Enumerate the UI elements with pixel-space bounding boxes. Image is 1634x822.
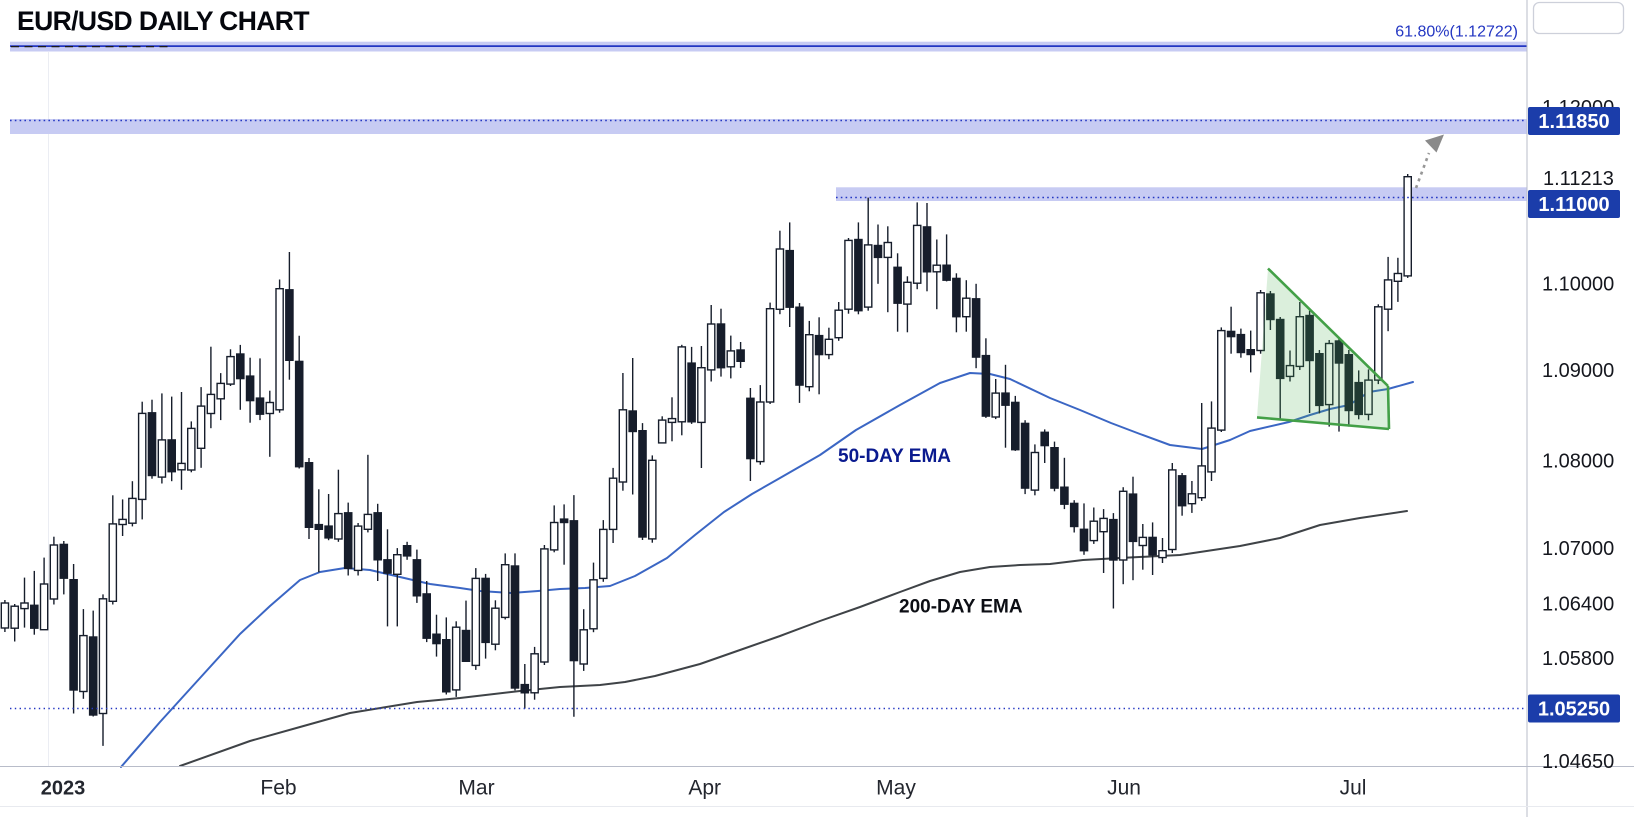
svg-text:Apr: Apr bbox=[688, 777, 721, 800]
svg-text:1.05800: 1.05800 bbox=[1542, 648, 1614, 670]
svg-text:May: May bbox=[876, 777, 916, 800]
svg-text:2023: 2023 bbox=[41, 778, 86, 800]
svg-text:61.80%(1.12722): 61.80%(1.12722) bbox=[1395, 24, 1518, 41]
svg-text:1.10000: 1.10000 bbox=[1542, 274, 1614, 296]
svg-text:1.11000: 1.11000 bbox=[1538, 194, 1609, 216]
svg-text:1.07000: 1.07000 bbox=[1542, 538, 1614, 560]
svg-text:Jun: Jun bbox=[1107, 777, 1141, 800]
svg-text:1.06400: 1.06400 bbox=[1542, 594, 1614, 616]
svg-text:Feb: Feb bbox=[260, 777, 296, 800]
svg-text:1.05250: 1.05250 bbox=[1538, 699, 1610, 721]
svg-text:1.04650: 1.04650 bbox=[1542, 751, 1614, 773]
svg-text:200-DAY EMA: 200-DAY EMA bbox=[899, 597, 1023, 618]
svg-text:Jul: Jul bbox=[1340, 777, 1367, 800]
svg-text:1.08000: 1.08000 bbox=[1542, 451, 1614, 473]
svg-text:1.11213: 1.11213 bbox=[1543, 168, 1614, 190]
svg-text:Mar: Mar bbox=[458, 777, 494, 800]
svg-text:1.09000: 1.09000 bbox=[1542, 360, 1614, 382]
svg-text:50-DAY EMA: 50-DAY EMA bbox=[838, 446, 951, 467]
svg-text:1.11850: 1.11850 bbox=[1538, 111, 1609, 133]
svg-text:EUR/USD DAILY CHART: EUR/USD DAILY CHART bbox=[17, 6, 309, 36]
